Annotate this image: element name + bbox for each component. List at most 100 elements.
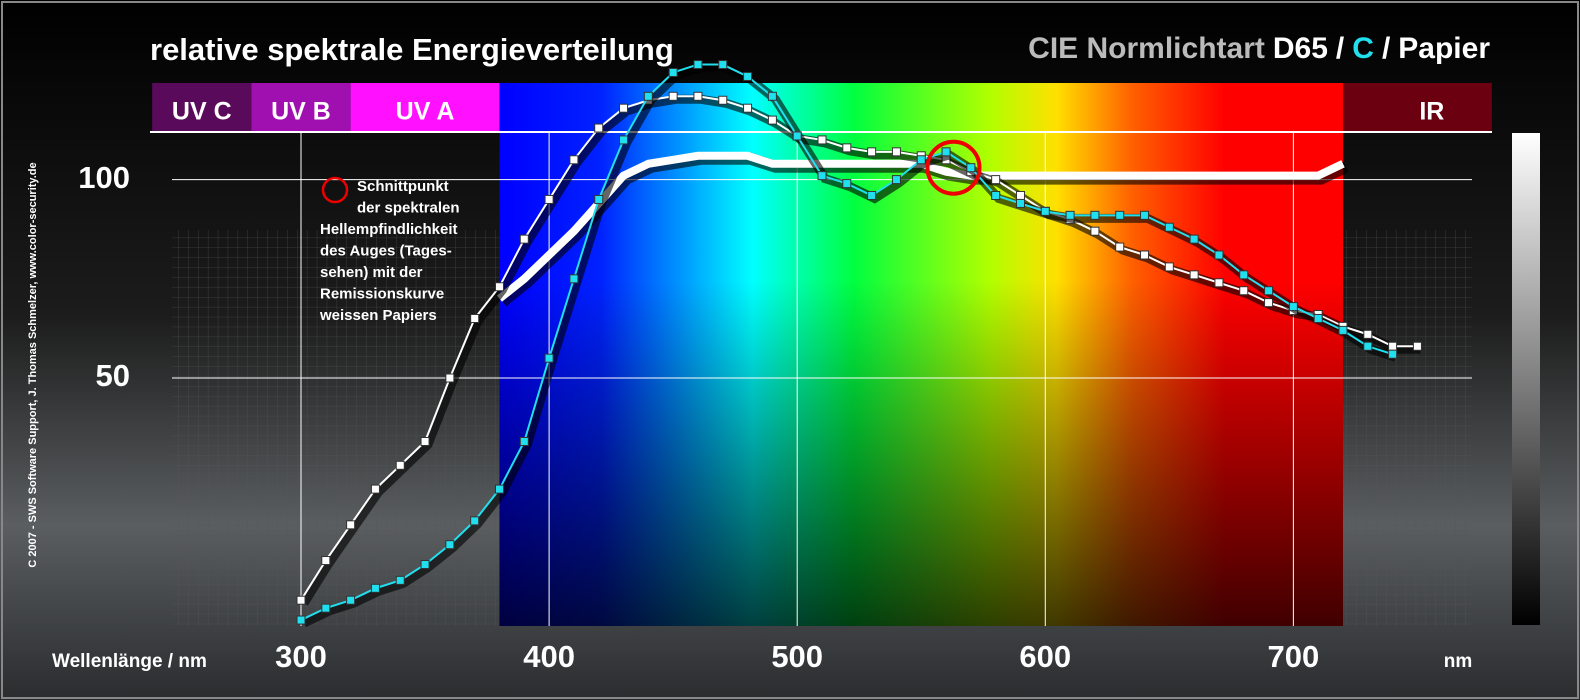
annotation-text: Hellempfindlichkeit: [320, 221, 458, 238]
series-point: [991, 190, 1001, 200]
y-tick-label: 100: [78, 160, 130, 195]
series-point: [693, 91, 703, 101]
uv-ir-band: [152, 83, 252, 132]
band-label: UV C: [172, 98, 232, 126]
y-tick-label: 50: [96, 358, 130, 393]
series-point: [470, 516, 480, 526]
annotation-text: weissen Papiers: [319, 307, 437, 324]
series-point: [1214, 278, 1224, 288]
series-point: [1264, 298, 1274, 308]
series-point: [743, 71, 753, 81]
series-point: [1090, 226, 1100, 236]
series-point: [1239, 286, 1249, 296]
band-label: UV B: [271, 98, 331, 126]
series-point: [1015, 198, 1025, 208]
series-point: [718, 95, 728, 105]
uv-ir-band: [350, 83, 500, 132]
series-point: [1338, 325, 1348, 335]
series-point: [668, 67, 678, 77]
series-point: [817, 135, 827, 145]
watermark: C 2007 - SWS Software Support, J. Thomas…: [27, 162, 39, 567]
series-point: [594, 123, 604, 133]
series-line: [300, 95, 1418, 601]
series-point: [569, 155, 579, 165]
series-point: [395, 460, 405, 470]
x-tick-label: 600: [1019, 639, 1071, 674]
series-point: [941, 147, 951, 157]
series-point: [1040, 206, 1050, 216]
x-tick-label: 700: [1268, 639, 1320, 674]
series-point: [1189, 270, 1199, 280]
series-point: [867, 190, 877, 200]
series-point: [470, 313, 480, 323]
series-point: [544, 353, 554, 363]
series-point: [1115, 242, 1125, 252]
series-point: [370, 583, 380, 593]
series-point: [494, 282, 504, 292]
series-point: [1264, 286, 1274, 296]
series-point: [1288, 302, 1298, 312]
legend-entry: C: [1352, 32, 1374, 65]
series-point: [544, 194, 554, 204]
series-point: [346, 595, 356, 605]
series-point: [966, 163, 976, 173]
annotation-key: [321, 176, 349, 204]
series-point: [1214, 250, 1224, 260]
series-point: [767, 91, 777, 101]
series-point: [991, 175, 1001, 185]
x-tick-label: 300: [275, 639, 327, 674]
series-point: [619, 135, 629, 145]
annotation-text: Remissionskurve: [320, 285, 444, 302]
series-point: [817, 171, 827, 181]
legend: CIE Normlichtart D65/C / Papier: [1028, 32, 1490, 65]
series-point: [445, 540, 455, 550]
series-point: [1313, 313, 1323, 323]
legend-prefix: CIE Normlichtart: [1028, 32, 1265, 65]
series-point: [395, 575, 405, 585]
series-point: [1164, 262, 1174, 272]
series-point: [668, 91, 678, 101]
legend-separator: /: [1382, 32, 1391, 65]
series-point: [1363, 341, 1373, 351]
series-point: [891, 175, 901, 185]
series-point: [1239, 270, 1249, 280]
annotation-circle: [925, 139, 982, 196]
annotation-text: Schnittpunkt: [357, 178, 449, 195]
series-point: [916, 155, 926, 165]
series-point: [420, 559, 430, 569]
series-point: [1065, 210, 1075, 220]
band-label: IR: [1419, 98, 1444, 126]
band-label: UV A: [396, 98, 455, 126]
series-point: [842, 143, 852, 153]
uv-ir-band: [251, 83, 351, 132]
series-point: [321, 556, 331, 566]
series-line-shadow: [300, 94, 1421, 606]
series-point: [1189, 234, 1199, 244]
series-point: [1140, 210, 1150, 220]
series-point: [743, 103, 753, 113]
series-point: [569, 274, 579, 284]
x-axis-label: Wellenlänge / nm: [52, 651, 207, 672]
series-point: [1164, 222, 1174, 232]
x-tick-label: 400: [523, 639, 575, 674]
series-point: [1015, 190, 1025, 200]
uv-ir-band: [1342, 83, 1492, 132]
series-point: [420, 436, 430, 446]
legend-separator: /: [1336, 32, 1345, 65]
series-point: [519, 234, 529, 244]
annotation-text: der spektralen: [357, 199, 460, 216]
series-point: [370, 484, 380, 494]
series-point: [1363, 329, 1373, 339]
series-point: [891, 147, 901, 157]
gray-scale: [1512, 133, 1540, 625]
spectrum-shade: [499, 132, 1343, 626]
series-point: [1388, 341, 1398, 351]
series-point: [643, 91, 653, 101]
series-point: [767, 115, 777, 125]
x-tick-label: 500: [771, 639, 823, 674]
series-point: [1412, 341, 1422, 351]
series-point: [842, 179, 852, 189]
series-point: [445, 373, 455, 383]
